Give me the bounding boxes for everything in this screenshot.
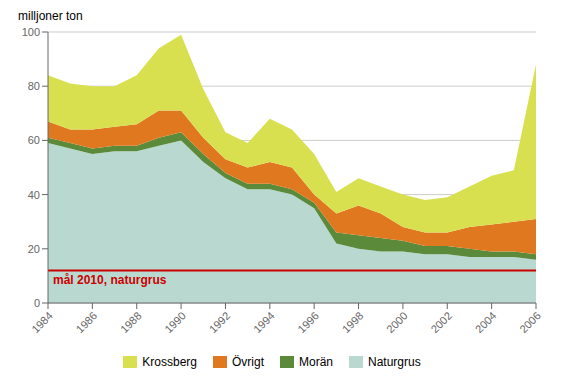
svg-text:2002: 2002 — [428, 309, 454, 335]
svg-text:60: 60 — [28, 134, 40, 146]
svg-text:1992: 1992 — [207, 309, 233, 335]
svg-text:80: 80 — [28, 80, 40, 92]
svg-text:2004: 2004 — [473, 309, 499, 335]
svg-text:1986: 1986 — [74, 309, 100, 335]
html-text:Morän: Morän — [299, 355, 333, 369]
svg-text:0: 0 — [34, 297, 40, 309]
html-text:Övrigt: Övrigt — [232, 355, 264, 369]
html-text:milljoner ton: milljoner ton — [18, 9, 83, 23]
svg-text:40: 40 — [28, 189, 40, 201]
html-text:Krossberg: Krossberg — [142, 355, 197, 369]
svg-text:100: 100 — [22, 26, 40, 38]
svg-text:1996: 1996 — [295, 309, 321, 335]
svg-text:1998: 1998 — [340, 309, 366, 335]
svg-text:2006: 2006 — [517, 309, 543, 335]
svg-text:2000: 2000 — [384, 309, 410, 335]
svg-text:1990: 1990 — [162, 309, 188, 335]
svg-text:1994: 1994 — [251, 309, 277, 335]
svg-text:1988: 1988 — [118, 309, 144, 335]
html-text:Naturgrus: Naturgrus — [368, 355, 421, 369]
svg-text:mål 2010, naturgrus: mål 2010, naturgrus — [53, 273, 167, 287]
svg-text:20: 20 — [28, 243, 40, 255]
svg-text:1984: 1984 — [29, 309, 55, 335]
